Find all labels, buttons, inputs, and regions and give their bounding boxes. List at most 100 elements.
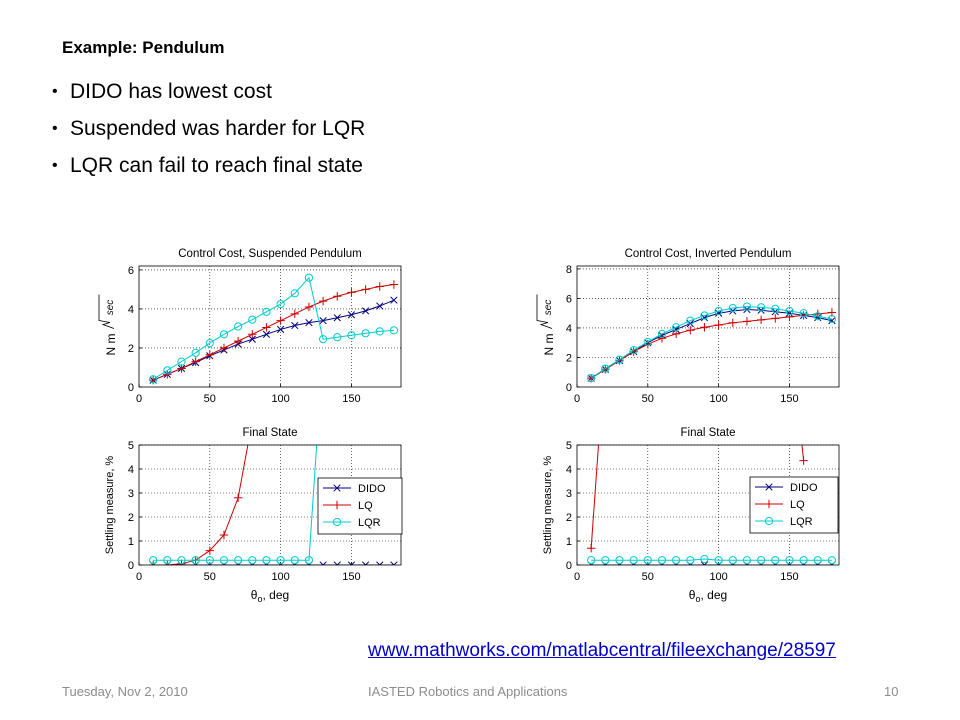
tick-label-y: 2 xyxy=(566,352,572,364)
data-point-x xyxy=(700,561,709,565)
y-axis-label-unit: N m xyxy=(542,334,556,356)
y-axis-label: N m sec xyxy=(98,294,118,356)
tick-label-y: 2 xyxy=(566,512,572,524)
bullet-text: LQR can fail to reach final state xyxy=(70,154,363,177)
data-point-circle xyxy=(728,556,737,565)
data-point-circle xyxy=(304,556,314,565)
plot-frame xyxy=(576,265,840,388)
tick-label-y: 0 xyxy=(566,560,572,572)
data-point-x xyxy=(390,561,398,565)
bullet-text: DIDO has lowest cost xyxy=(70,80,272,103)
data-point-circle xyxy=(657,556,667,565)
tick-label-y: 2 xyxy=(128,512,134,524)
data-point-plus xyxy=(219,343,229,353)
data-point-x xyxy=(319,316,327,325)
legend: DIDO LQ LQR xyxy=(749,476,839,534)
chart-title: Control Cost, Suspended Pendulum xyxy=(178,248,361,260)
sqrt-sign-icon xyxy=(98,294,115,329)
data-point-plus xyxy=(771,314,780,323)
tick-label-x: 150 xyxy=(342,571,360,583)
data-point-plus xyxy=(191,357,200,366)
data-point-circle xyxy=(191,556,200,565)
data-point-x xyxy=(347,311,356,319)
data-point-x xyxy=(361,561,370,565)
data-point-circle xyxy=(700,311,709,320)
tick-label-y: 3 xyxy=(128,488,134,500)
data-point-circle xyxy=(262,307,271,316)
data-point-plus xyxy=(389,280,399,289)
data-point-circle xyxy=(290,289,299,298)
data-point-circle xyxy=(742,556,752,565)
series-lqr xyxy=(587,302,837,383)
tick-label-x: 150 xyxy=(780,571,798,583)
chart-title: Control Cost, Inverted Pendulum xyxy=(625,248,792,260)
tick-label-x: 100 xyxy=(271,571,289,583)
data-point-circle xyxy=(657,329,667,338)
data-point-circle xyxy=(205,556,214,565)
tick-label-y: 0 xyxy=(128,382,134,394)
data-point-circle xyxy=(771,556,780,565)
y-axis-label: N m sec xyxy=(536,294,556,356)
data-point-x xyxy=(376,302,384,310)
series-line xyxy=(152,299,395,381)
data-point-plus xyxy=(347,288,356,297)
tick-label-x: 0 xyxy=(136,571,142,583)
data-point-plus xyxy=(233,493,243,502)
chart-title: Final State xyxy=(681,427,736,439)
data-point-x xyxy=(319,561,327,565)
footer-date: Tuesday, Nov 2, 2010 xyxy=(62,684,188,699)
data-point-x xyxy=(757,306,765,314)
data-point-x xyxy=(248,335,256,343)
data-point-circle xyxy=(375,327,384,336)
data-point-x xyxy=(262,330,271,338)
slide-title: Example: Pendulum xyxy=(62,38,225,57)
legend: DIDO LQ LQR xyxy=(317,477,403,535)
bullet-dot-icon: • xyxy=(52,120,58,137)
bullet-list: • DIDO has lowest cost • Suspended was har… xyxy=(52,78,365,189)
bullet-dot-icon: • xyxy=(52,157,58,174)
chart-4: 0 50 100 150 0 1 2 3 4 5 Final State Settling measu… xyxy=(542,427,840,604)
data-point-x xyxy=(376,561,384,565)
series-lqr xyxy=(587,554,837,565)
bullet-text: Suspended was harder for LQR xyxy=(70,117,366,140)
data-point-plus xyxy=(686,325,695,335)
tick-label-x: 50 xyxy=(642,393,654,405)
data-point-circle xyxy=(248,315,257,324)
data-point-circle xyxy=(290,556,299,565)
data-point-circle xyxy=(319,335,328,344)
data-point-circle xyxy=(799,556,808,565)
legend-label: LQR xyxy=(790,516,813,528)
data-point-circle xyxy=(686,556,695,565)
data-point-plus xyxy=(248,330,257,339)
chart-1: 0 50 100 150 0 2 4 6 Control Cost, Suspended Pen… xyxy=(98,248,402,405)
data-point-plus xyxy=(700,323,709,332)
tick-label-x: 50 xyxy=(642,571,654,583)
data-point-circle xyxy=(219,330,229,339)
data-point-circle xyxy=(205,338,214,348)
data-point-plus xyxy=(262,323,271,332)
data-point-circle xyxy=(672,323,681,332)
data-point-circle xyxy=(764,516,774,526)
tick-label-x: 100 xyxy=(709,571,727,583)
data-point-circle xyxy=(149,375,158,384)
series-group xyxy=(586,302,837,383)
bullet-item: • DIDO has lowest cost xyxy=(52,78,365,105)
bullet-item: • Suspended was harder for LQR xyxy=(52,115,365,142)
source-link[interactable]: www.mathworks.com/matlabcentral/fileexch… xyxy=(368,640,836,661)
data-point-circle xyxy=(191,348,200,357)
series-lq xyxy=(586,445,808,553)
data-point-circle xyxy=(601,556,610,565)
data-point-plus xyxy=(728,318,737,328)
data-point-circle xyxy=(629,556,638,565)
data-point-plus xyxy=(764,499,774,509)
y-axis-label: Settling measure, % xyxy=(542,456,554,555)
data-point-x xyxy=(347,561,356,565)
y-axis-label-sec: sec xyxy=(105,300,116,316)
data-point-circle xyxy=(177,556,186,565)
series-lqr xyxy=(149,445,318,565)
data-point-plus xyxy=(163,560,172,565)
data-point-plus xyxy=(714,320,723,330)
y-axis-label-sec: sec xyxy=(543,300,554,316)
tick-label-y: 4 xyxy=(566,464,572,476)
chart-title: Final State xyxy=(243,427,298,439)
